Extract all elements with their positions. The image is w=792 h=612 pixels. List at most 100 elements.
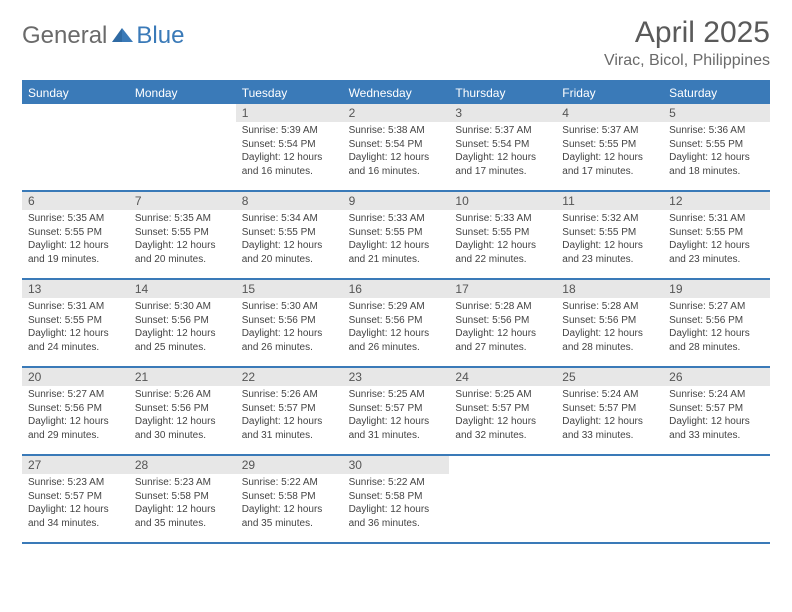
page-header: General Blue April 2025 Virac, Bicol, Ph… — [0, 0, 792, 74]
daylight-line-2: and 32 minutes. — [455, 429, 550, 443]
logo-text-blue: Blue — [136, 22, 184, 50]
logo-text-general: General — [22, 22, 107, 50]
daylight-line-2: and 19 minutes. — [28, 253, 123, 267]
weekday-header: Wednesday — [343, 82, 450, 104]
day-details: Sunrise: 5:35 AMSunset: 5:55 PMDaylight:… — [22, 210, 129, 270]
day-details: Sunrise: 5:33 AMSunset: 5:55 PMDaylight:… — [343, 210, 450, 270]
daylight-line-1: Daylight: 12 hours — [349, 503, 444, 517]
calendar-week-row: 1Sunrise: 5:39 AMSunset: 5:54 PMDaylight… — [22, 104, 770, 192]
day-number: 25 — [556, 368, 663, 386]
day-details: Sunrise: 5:27 AMSunset: 5:56 PMDaylight:… — [663, 298, 770, 358]
calendar-day-cell: 14Sunrise: 5:30 AMSunset: 5:56 PMDayligh… — [129, 280, 236, 366]
page-subtitle: Virac, Bicol, Philippines — [604, 52, 770, 70]
daylight-line-2: and 25 minutes. — [135, 341, 230, 355]
sunset-line: Sunset: 5:56 PM — [455, 314, 550, 328]
day-details: Sunrise: 5:37 AMSunset: 5:55 PMDaylight:… — [556, 122, 663, 182]
sunset-line: Sunset: 5:55 PM — [669, 138, 764, 152]
page-title: April 2025 — [604, 16, 770, 50]
sunset-line: Sunset: 5:55 PM — [135, 226, 230, 240]
daylight-line-2: and 26 minutes. — [349, 341, 444, 355]
day-number: 12 — [663, 192, 770, 210]
calendar-week-row: 20Sunrise: 5:27 AMSunset: 5:56 PMDayligh… — [22, 368, 770, 456]
sunset-line: Sunset: 5:55 PM — [562, 226, 657, 240]
daylight-line-1: Daylight: 12 hours — [669, 415, 764, 429]
sunset-line: Sunset: 5:55 PM — [669, 226, 764, 240]
day-details: Sunrise: 5:25 AMSunset: 5:57 PMDaylight:… — [449, 386, 556, 446]
calendar-day-cell: 24Sunrise: 5:25 AMSunset: 5:57 PMDayligh… — [449, 368, 556, 454]
daylight-line-2: and 17 minutes. — [562, 165, 657, 179]
calendar-day-cell — [22, 104, 129, 190]
day-details: Sunrise: 5:23 AMSunset: 5:57 PMDaylight:… — [22, 474, 129, 534]
day-number: 20 — [22, 368, 129, 386]
day-details: Sunrise: 5:28 AMSunset: 5:56 PMDaylight:… — [449, 298, 556, 358]
day-details: Sunrise: 5:23 AMSunset: 5:58 PMDaylight:… — [129, 474, 236, 534]
weekday-header: Sunday — [22, 82, 129, 104]
daylight-line-2: and 31 minutes. — [349, 429, 444, 443]
day-details: Sunrise: 5:22 AMSunset: 5:58 PMDaylight:… — [343, 474, 450, 534]
daylight-line-2: and 18 minutes. — [669, 165, 764, 179]
sunrise-line: Sunrise: 5:28 AM — [562, 300, 657, 314]
sunrise-line: Sunrise: 5:27 AM — [28, 388, 123, 402]
sunrise-line: Sunrise: 5:31 AM — [669, 212, 764, 226]
sunset-line: Sunset: 5:55 PM — [242, 226, 337, 240]
daylight-line-1: Daylight: 12 hours — [455, 239, 550, 253]
day-number: 13 — [22, 280, 129, 298]
daylight-line-1: Daylight: 12 hours — [349, 415, 444, 429]
daylight-line-1: Daylight: 12 hours — [242, 503, 337, 517]
weekday-header: Friday — [556, 82, 663, 104]
sunset-line: Sunset: 5:57 PM — [669, 402, 764, 416]
calendar: Sunday Monday Tuesday Wednesday Thursday… — [22, 80, 770, 544]
day-number: 24 — [449, 368, 556, 386]
day-number: 19 — [663, 280, 770, 298]
daylight-line-2: and 35 minutes. — [135, 517, 230, 531]
daylight-line-2: and 26 minutes. — [242, 341, 337, 355]
day-number: 22 — [236, 368, 343, 386]
calendar-day-cell: 26Sunrise: 5:24 AMSunset: 5:57 PMDayligh… — [663, 368, 770, 454]
sunrise-line: Sunrise: 5:25 AM — [349, 388, 444, 402]
day-details: Sunrise: 5:24 AMSunset: 5:57 PMDaylight:… — [663, 386, 770, 446]
sunrise-line: Sunrise: 5:32 AM — [562, 212, 657, 226]
daylight-line-2: and 16 minutes. — [242, 165, 337, 179]
calendar-week-row: 27Sunrise: 5:23 AMSunset: 5:57 PMDayligh… — [22, 456, 770, 544]
sunrise-line: Sunrise: 5:23 AM — [28, 476, 123, 490]
daylight-line-1: Daylight: 12 hours — [242, 415, 337, 429]
day-details: Sunrise: 5:25 AMSunset: 5:57 PMDaylight:… — [343, 386, 450, 446]
calendar-day-cell: 30Sunrise: 5:22 AMSunset: 5:58 PMDayligh… — [343, 456, 450, 542]
day-number: 5 — [663, 104, 770, 122]
sunrise-line: Sunrise: 5:37 AM — [455, 124, 550, 138]
sunset-line: Sunset: 5:56 PM — [669, 314, 764, 328]
calendar-day-cell: 23Sunrise: 5:25 AMSunset: 5:57 PMDayligh… — [343, 368, 450, 454]
daylight-line-1: Daylight: 12 hours — [562, 239, 657, 253]
day-details: Sunrise: 5:37 AMSunset: 5:54 PMDaylight:… — [449, 122, 556, 182]
day-number: 4 — [556, 104, 663, 122]
day-number: 30 — [343, 456, 450, 474]
logo: General Blue — [22, 22, 184, 50]
day-details: Sunrise: 5:30 AMSunset: 5:56 PMDaylight:… — [129, 298, 236, 358]
day-details: Sunrise: 5:30 AMSunset: 5:56 PMDaylight:… — [236, 298, 343, 358]
daylight-line-2: and 20 minutes. — [135, 253, 230, 267]
sunrise-line: Sunrise: 5:37 AM — [562, 124, 657, 138]
day-number: 26 — [663, 368, 770, 386]
daylight-line-2: and 16 minutes. — [349, 165, 444, 179]
calendar-day-cell: 9Sunrise: 5:33 AMSunset: 5:55 PMDaylight… — [343, 192, 450, 278]
sunset-line: Sunset: 5:57 PM — [28, 490, 123, 504]
daylight-line-1: Daylight: 12 hours — [135, 239, 230, 253]
calendar-day-cell — [129, 104, 236, 190]
sunrise-line: Sunrise: 5:22 AM — [349, 476, 444, 490]
day-details: Sunrise: 5:28 AMSunset: 5:56 PMDaylight:… — [556, 298, 663, 358]
day-details: Sunrise: 5:24 AMSunset: 5:57 PMDaylight:… — [556, 386, 663, 446]
day-details: Sunrise: 5:32 AMSunset: 5:55 PMDaylight:… — [556, 210, 663, 270]
sunrise-line: Sunrise: 5:28 AM — [455, 300, 550, 314]
sunrise-line: Sunrise: 5:35 AM — [135, 212, 230, 226]
daylight-line-1: Daylight: 12 hours — [135, 503, 230, 517]
daylight-line-1: Daylight: 12 hours — [242, 239, 337, 253]
day-details: Sunrise: 5:34 AMSunset: 5:55 PMDaylight:… — [236, 210, 343, 270]
day-details: Sunrise: 5:22 AMSunset: 5:58 PMDaylight:… — [236, 474, 343, 534]
sunset-line: Sunset: 5:57 PM — [242, 402, 337, 416]
calendar-day-cell: 6Sunrise: 5:35 AMSunset: 5:55 PMDaylight… — [22, 192, 129, 278]
calendar-weeks: 1Sunrise: 5:39 AMSunset: 5:54 PMDaylight… — [22, 104, 770, 544]
daylight-line-2: and 23 minutes. — [669, 253, 764, 267]
day-number: 14 — [129, 280, 236, 298]
day-details: Sunrise: 5:35 AMSunset: 5:55 PMDaylight:… — [129, 210, 236, 270]
day-number: 3 — [449, 104, 556, 122]
